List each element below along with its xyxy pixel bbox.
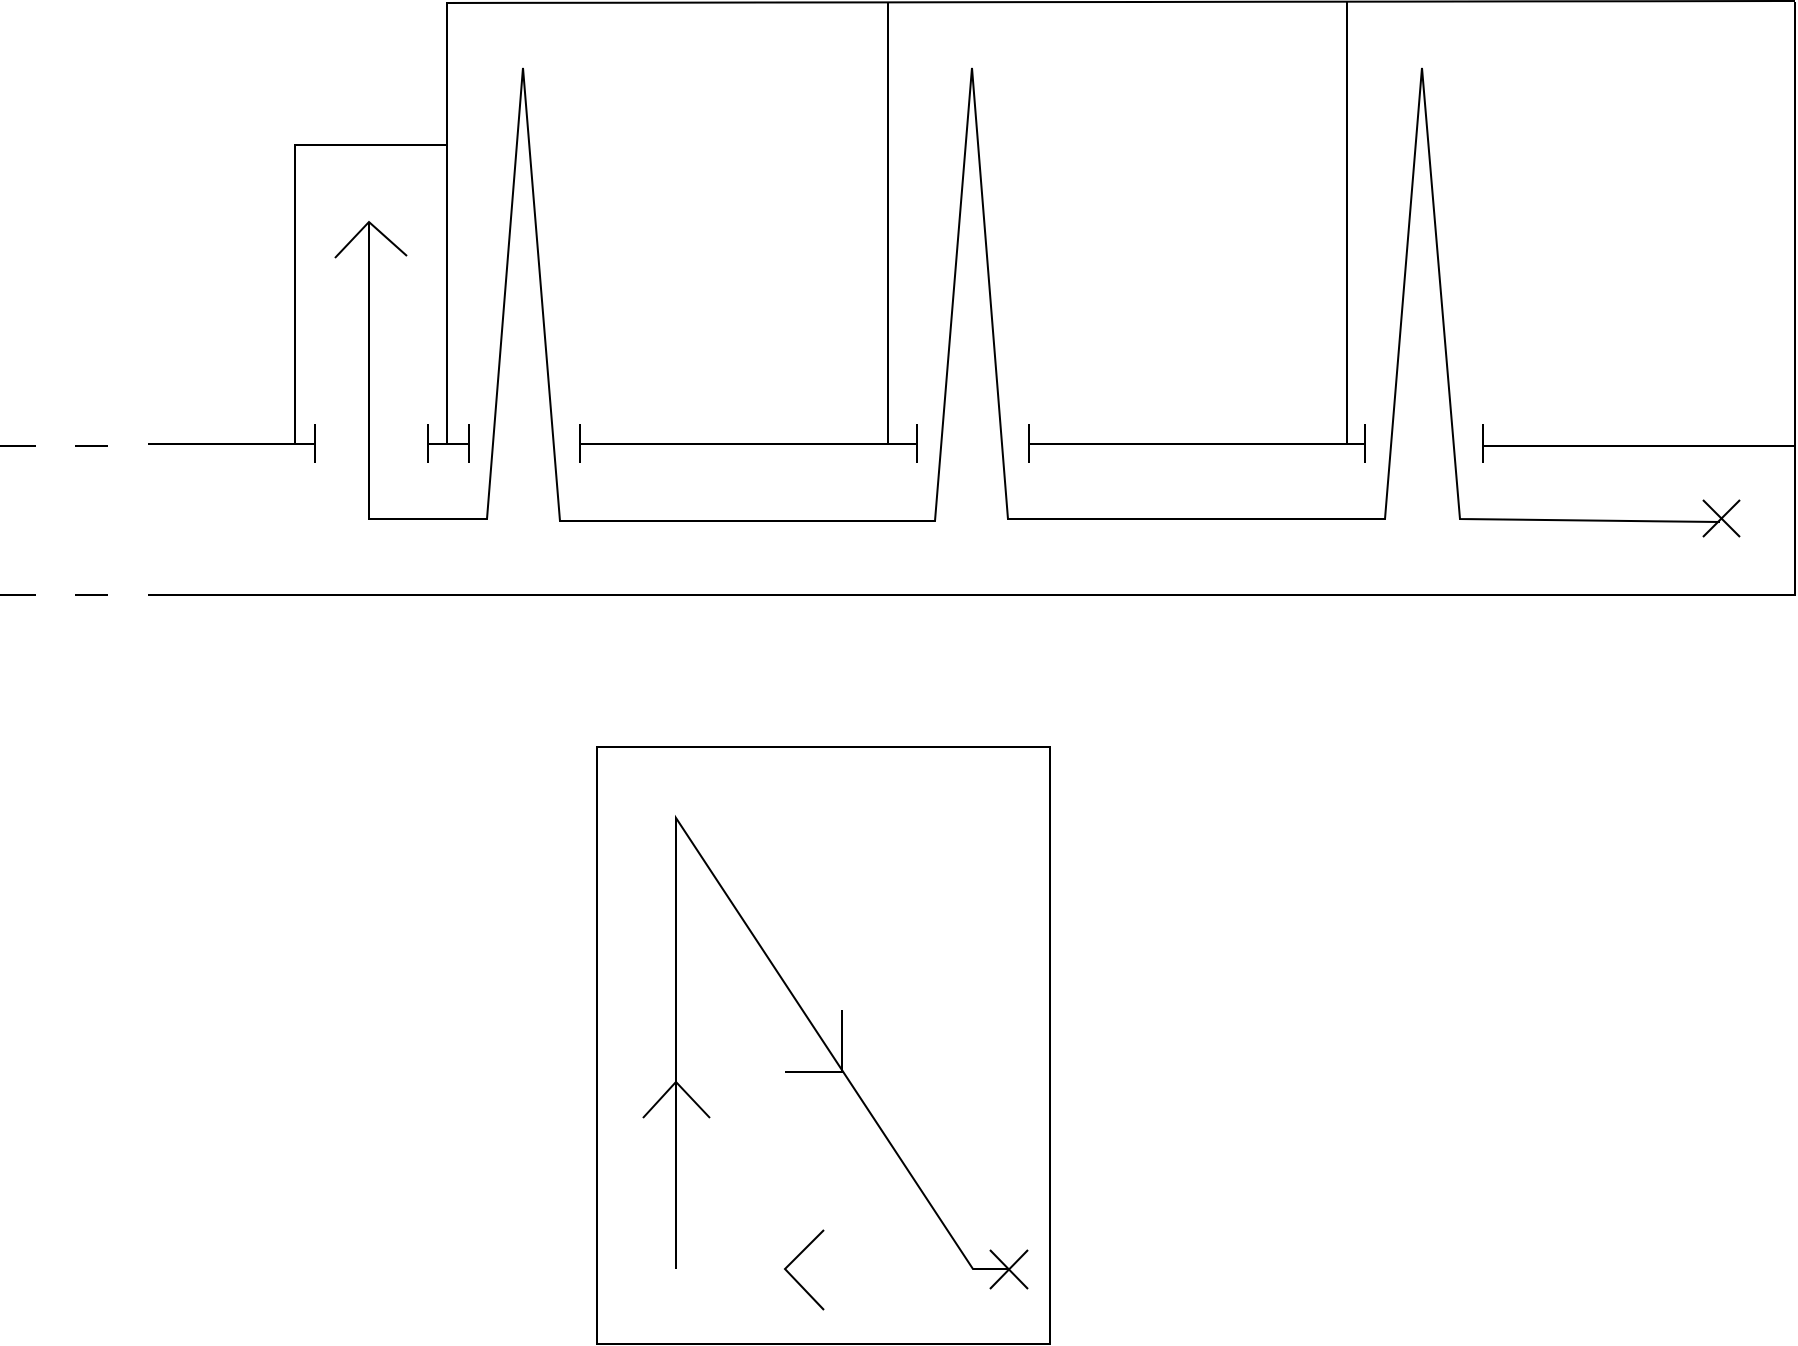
rectangular-frame: [596, 746, 1051, 1345]
upward-arrow: [642, 1080, 711, 1119]
cross-end-marker: [1702, 499, 1741, 538]
cross-stroke: [989, 1249, 1029, 1290]
cross-stroke: [1702, 499, 1741, 538]
t-junction-mark: [785, 1010, 843, 1073]
leftward-arrow: [783, 1229, 825, 1311]
upper-baseline: [148, 443, 1795, 447]
right-triangle-path: [675, 814, 1008, 1270]
cross-end-marker: [989, 1249, 1029, 1290]
bottom-figure: [596, 746, 1051, 1345]
top-figure: [0, 0, 1796, 596]
stepped-bracket-outline: [294, 0, 1796, 444]
t-bar-end-caps: [314, 424, 1484, 463]
three-spike-peaks: [368, 67, 1721, 523]
upward-arrow: [334, 220, 408, 259]
dashed-left-extension: [0, 445, 108, 596]
lower-baseline: [148, 2, 1796, 596]
